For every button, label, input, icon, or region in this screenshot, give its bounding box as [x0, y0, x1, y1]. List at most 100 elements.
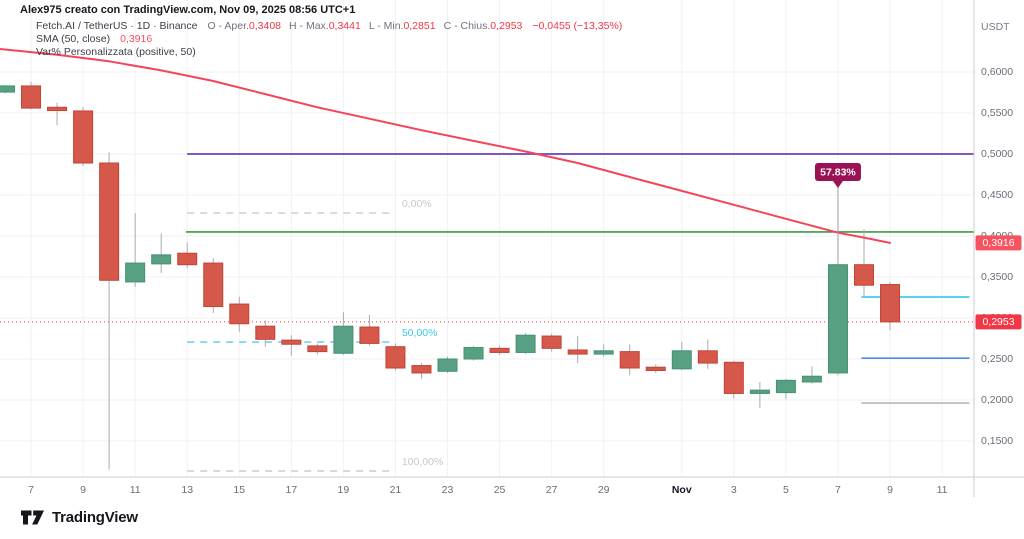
price-tick-label: 0,3500	[981, 271, 1013, 283]
date-tick-label: 13	[181, 484, 193, 496]
candle[interactable]	[775, 378, 796, 400]
fib-retracement-drawing[interactable]: 0,00% 50,00% 100,00%	[187, 198, 443, 472]
date-tick-label: 23	[442, 484, 454, 496]
candle[interactable]	[541, 333, 562, 352]
price-tick-label: 0,1500	[981, 435, 1013, 447]
candle[interactable]	[0, 85, 15, 94]
candle[interactable]	[73, 107, 94, 167]
candle-body	[125, 262, 146, 283]
candle-body	[593, 350, 614, 355]
tradingview-logo-icon	[21, 510, 44, 525]
candle[interactable]	[723, 360, 744, 399]
candle-body	[827, 264, 848, 374]
candle[interactable]	[229, 296, 250, 332]
candle-body	[671, 350, 692, 370]
candle[interactable]	[411, 363, 432, 379]
candle-body	[47, 106, 68, 112]
date-tick-label: 11	[130, 484, 141, 496]
last-price-chip	[975, 314, 1022, 330]
candle[interactable]	[359, 314, 380, 346]
price-tick-label: 0,4500	[981, 189, 1013, 201]
candle[interactable]	[21, 81, 42, 110]
date-tick-label: 7	[835, 484, 841, 496]
date-tick-label: 3	[731, 484, 737, 496]
candle[interactable]	[99, 152, 120, 470]
candle-body	[151, 254, 172, 265]
var-percent-badge[interactable]: 57.83%	[814, 163, 861, 263]
candle[interactable]	[880, 281, 901, 331]
close-label: C - Chius.	[443, 20, 491, 32]
candle[interactable]	[645, 364, 666, 373]
open-value: 0,3408	[248, 20, 282, 32]
sma-label: SMA (50, close)	[36, 33, 111, 45]
date-tick-label: 19	[338, 484, 350, 496]
date-tick-label: 15	[233, 484, 245, 496]
high-value: 0,3441	[328, 20, 361, 32]
candle-body	[385, 346, 406, 369]
candle[interactable]	[203, 258, 224, 314]
candle[interactable]	[333, 312, 354, 355]
candle-body	[203, 262, 224, 308]
currency-label: USDT	[981, 21, 1010, 33]
candle[interactable]	[749, 381, 770, 409]
candle[interactable]	[567, 336, 588, 364]
candle[interactable]	[853, 229, 874, 298]
price-tick-label: 0,2000	[981, 394, 1013, 406]
tradingview-logo[interactable]: TradingView	[20, 509, 138, 526]
price-axis[interactable]: USDT0,60000,55000,50000,45000,40000,3500…	[975, 21, 1022, 447]
var-badge-pointer	[832, 181, 843, 188]
date-tick-label: 25	[494, 484, 506, 496]
fib-level-label: 100,00%	[402, 456, 443, 468]
symbol-info: Fetch.AI / TetherUS · 1D · Binance	[36, 20, 198, 32]
candle[interactable]	[125, 213, 146, 287]
candle[interactable]	[619, 344, 640, 376]
date-tick-label: 27	[546, 484, 558, 496]
candle-body	[333, 325, 354, 354]
candle[interactable]	[515, 333, 536, 355]
candle[interactable]	[697, 339, 718, 369]
date-tick-label: 7	[28, 484, 34, 496]
candle-body	[99, 162, 120, 281]
tradingview-logo-text: TradingView	[52, 509, 138, 526]
candle[interactable]	[151, 233, 172, 273]
date-tick-label: Nov	[672, 484, 692, 496]
candle-body	[411, 365, 432, 374]
sma-line[interactable]	[0, 48, 891, 244]
var-indicator-label: Var% Personalizzata (positive, 50)	[36, 46, 196, 58]
candle[interactable]	[801, 366, 822, 384]
candle-body	[359, 326, 380, 344]
candle[interactable]	[281, 335, 302, 356]
candle-body	[0, 85, 15, 93]
low-value: 0,2851	[403, 20, 436, 32]
candle[interactable]	[463, 345, 484, 361]
candle[interactable]	[177, 242, 198, 268]
candle[interactable]	[593, 344, 614, 357]
time-axis[interactable]: 7 9 11 13 15 17 19 21 23 25 27 29 Nov 3 5 7 9 11	[28, 484, 948, 496]
candle[interactable]	[437, 356, 458, 373]
candle[interactable]	[255, 320, 276, 347]
candle[interactable]	[671, 341, 692, 371]
candle[interactable]	[489, 345, 510, 355]
candle-body	[853, 264, 874, 286]
low-label: L - Min.	[368, 20, 404, 32]
candle-body	[307, 345, 328, 353]
candle-body	[177, 252, 198, 266]
sma-legend-row[interactable]: SMA (50, close) 0,3916	[36, 33, 160, 45]
candle-body	[541, 335, 562, 349]
var-legend-row[interactable]: Var% Personalizzata (positive, 50)	[36, 46, 206, 58]
candle-body	[801, 375, 822, 383]
candle-body	[21, 85, 42, 109]
sma-value: 0,3916	[120, 33, 153, 45]
fib-level-label: 50,00%	[402, 327, 438, 339]
candle[interactable]	[47, 102, 68, 126]
symbol-legend-row[interactable]: Fetch.AI / TetherUS · 1D · Binance O - Ap…	[36, 20, 622, 32]
candle-body	[697, 350, 718, 364]
candle-body	[567, 349, 588, 355]
candle[interactable]	[827, 262, 848, 376]
date-tick-label: 11	[937, 484, 948, 496]
candle[interactable]	[307, 343, 328, 355]
open-label: O - Aper.	[207, 20, 249, 32]
last-price-chip-text: 0,2953	[982, 316, 1014, 328]
candle[interactable]	[385, 343, 406, 371]
